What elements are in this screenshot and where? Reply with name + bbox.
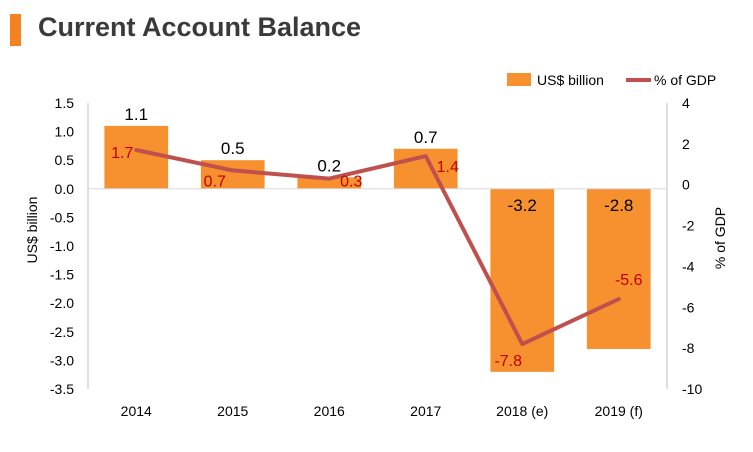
- left-axis-tick-label: -3.5: [50, 381, 74, 397]
- title-accent-bar: [10, 14, 21, 46]
- x-axis-tick-label: 2015: [217, 403, 248, 419]
- left-axis-tick-label: -2.0: [50, 295, 74, 311]
- bar: [586, 188, 651, 349]
- bar: [297, 177, 362, 189]
- left-axis-tick-label: 0.5: [55, 152, 75, 168]
- legend-line-label: % of GDP: [654, 72, 716, 88]
- left-axis-tick-label: -1.0: [50, 238, 74, 254]
- right-axis-tick-label: 4: [682, 95, 690, 111]
- line-data-label: -7.8: [494, 353, 522, 370]
- left-axis-tick-label: -3.0: [50, 352, 74, 368]
- x-axis-tick-label: 2016: [314, 403, 345, 419]
- left-axis-tick-label: 1.5: [55, 95, 75, 111]
- right-axis-tick-label: -4: [682, 258, 695, 274]
- right-axis-tick-label: 2: [682, 136, 690, 152]
- line-data-label: 1.7: [111, 145, 133, 162]
- bar: [104, 125, 169, 189]
- bar-data-label: 0.7: [414, 128, 438, 147]
- bar-data-label: 1.1: [124, 105, 148, 124]
- line-data-label: 1.4: [437, 159, 459, 176]
- bar-data-label: 0.5: [221, 139, 245, 158]
- left-axis-tick-label: -0.5: [50, 209, 74, 225]
- legend-bar-label: US$ billion: [537, 72, 604, 88]
- right-axis-tick-label: -2: [682, 218, 695, 234]
- line-data-label: -5.6: [615, 272, 643, 289]
- bar-data-label: -2.8: [604, 196, 633, 215]
- legend-bar-swatch: [507, 73, 531, 86]
- bar-data-label: -3.2: [508, 196, 537, 215]
- line-data-label: 0.3: [340, 174, 362, 191]
- left-axis-title: US$ billion: [24, 197, 40, 264]
- x-axis-tick-label: 2019 (f): [595, 403, 643, 419]
- left-axis-tick-label: 0.0: [55, 181, 75, 197]
- right-axis-title: % of GDP: [712, 207, 728, 269]
- right-axis-tick-label: 0: [682, 177, 690, 193]
- x-axis-tick-label: 2014: [121, 403, 152, 419]
- right-axis-tick-label: -8: [682, 340, 695, 356]
- left-axis-tick-label: -2.5: [50, 324, 74, 340]
- page-title: Current Account Balance: [38, 12, 362, 42]
- x-axis-tick-label: 2018 (e): [496, 403, 548, 419]
- right-axis-tick-label: -6: [682, 299, 695, 315]
- left-axis-tick-label: 1.0: [55, 124, 75, 140]
- bar-data-label: 0.2: [317, 156, 341, 175]
- right-axis-tick-label: -10: [682, 381, 702, 397]
- line-data-label: 0.7: [204, 173, 226, 190]
- x-axis-tick-label: 2017: [410, 403, 441, 419]
- line-series: [134, 147, 621, 347]
- left-axis-tick-label: -1.5: [50, 267, 74, 283]
